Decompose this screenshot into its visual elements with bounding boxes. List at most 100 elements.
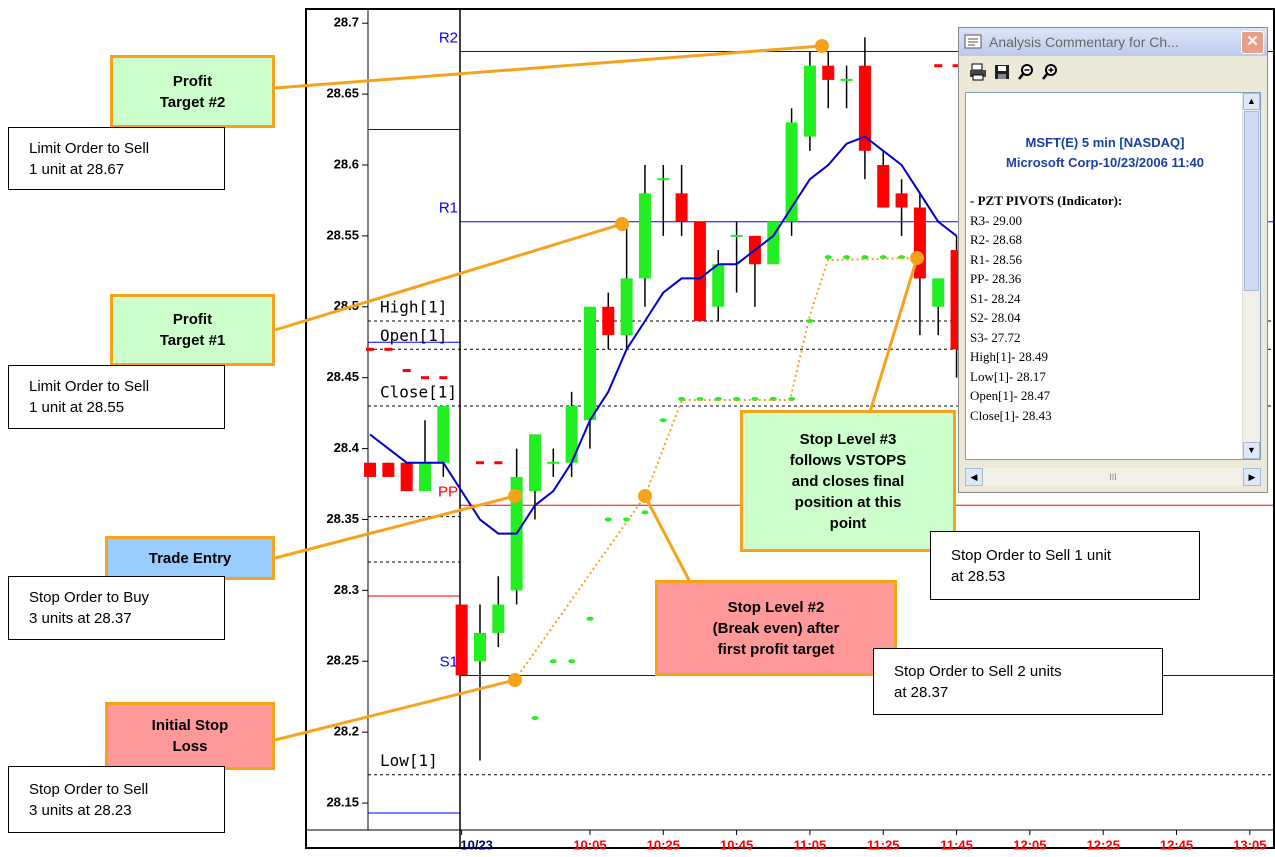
commentary-heading: MSFT(E) 5 min [NASDAQ] Microsoft Corp-10… [966,133,1244,173]
order-note: Stop Order to Sell 3 units at 28.23 [8,766,225,833]
point-marker [815,39,829,53]
vstop-dot [641,510,648,514]
pivot-line: Low[1]- 28.17 [970,367,1240,387]
window-title: Analysis Commentary for Ch... [989,34,1241,50]
pivot-line: R2- 28.68 [970,230,1240,250]
candle-body [529,434,541,491]
commentary-window: Analysis Commentary for Ch... ✕ MSFT(E) … [958,27,1268,493]
y-tick-label: 28.45 [326,369,359,384]
zoom-in-button[interactable] [1041,63,1059,81]
profit-target-1-callout: Profit Target #1 [110,294,275,366]
point-marker [615,217,629,231]
level-label: PP [438,483,458,500]
order-note: Stop Order to Sell 1 unit at 28.53 [930,531,1200,600]
y-tick-label: 28.55 [326,227,359,242]
x-tick-label: 10:05 [573,837,606,852]
order-note: Stop Order to Buy 3 units at 28.37 [8,576,225,640]
heading-line: MSFT(E) 5 min [NASDAQ] [966,133,1244,153]
candle-body [492,605,504,633]
point-marker [910,251,924,265]
pivot-line: R3- 29.00 [970,211,1240,231]
y-tick-label: 28.25 [326,653,359,668]
trade-entry-callout: Trade Entry [105,536,275,580]
level-label: Open[1] [380,326,447,345]
vstop-dot [550,659,557,663]
vertical-scrollbar[interactable]: ▲ ▼ [1242,93,1260,459]
commentary-text: MSFT(E) 5 min [NASDAQ] Microsoft Corp-10… [965,92,1261,460]
scroll-right[interactable]: ▶ [1243,468,1261,486]
candle-body [401,463,413,491]
vstop-dot [898,255,905,259]
candle-body [932,278,944,306]
save-button[interactable] [993,63,1011,81]
pivot-line: PP- 28.36 [970,269,1240,289]
vstop-dot [531,716,538,720]
print-button[interactable] [969,63,987,81]
stop-level-3-callout: Stop Level #3 follows VSTOPS and closes … [740,410,956,552]
x-tick-label: 10/23 [460,837,493,852]
x-tick-label: 12:25 [1087,837,1120,852]
candle-body [364,463,376,477]
window-icon [963,33,985,51]
vstop-dot [660,418,667,422]
scroll-thumb[interactable] [1244,111,1259,291]
order-note: Limit Order to Sell 1 unit at 28.55 [8,365,225,429]
scroll-track: III [983,468,1243,486]
pivot-line: Open[1]- 28.47 [970,386,1240,406]
stop-level-2-callout: Stop Level #2 (Break even) after first p… [655,580,897,676]
candle-body [639,193,651,278]
scroll-down[interactable]: ▼ [1243,442,1260,459]
stop-dash [494,461,502,464]
level-label: High[1] [380,297,447,316]
pivot-line: S3- 27.72 [970,328,1240,348]
point-marker [638,489,652,503]
x-tick-label: 10:25 [647,837,680,852]
scroll-left[interactable]: ◀ [965,468,983,486]
level-label: S1 [440,653,458,670]
horizontal-scrollbar[interactable]: ◀ III ▶ [965,468,1261,486]
page: R2R1PPS1High[1]Open[1]Close[1]Low[1]28.7… [0,0,1275,857]
y-tick-label: 28.35 [326,511,359,526]
pivot-line: R1- 28.56 [970,250,1240,270]
candle-body [841,79,853,81]
candle-body [621,278,633,335]
point-marker [508,673,522,687]
zoom-out-button[interactable] [1017,63,1035,81]
candle-body [712,264,724,307]
candle-body [456,605,468,676]
vstop-dot [586,617,593,621]
x-tick-label: 11:25 [867,837,900,852]
stop-dash [934,64,942,67]
candle-body [914,208,926,279]
initial-stop-callout: Initial Stop Loss [105,702,275,770]
vstop-dot [825,255,832,259]
scroll-up[interactable]: ▲ [1243,93,1260,110]
profit-target-2-callout: Profit Target #2 [110,55,275,128]
stop-dash [421,376,429,379]
pivot-line: S2- 28.04 [970,308,1240,328]
close-button[interactable]: ✕ [1241,31,1264,54]
x-tick-label: 11:05 [794,837,827,852]
level-label: Close[1] [380,383,457,402]
candle-body [896,193,908,207]
vstop-dot [843,255,850,259]
candle-body [584,307,596,420]
x-tick-label: 13:05 [1233,837,1266,852]
y-tick-label: 28.7 [334,15,359,30]
candle-body [602,307,614,335]
x-tick-label: 11:45 [940,837,973,852]
title-bar: Analysis Commentary for Ch... ✕ [959,28,1267,56]
y-tick-label: 28.3 [334,582,359,597]
x-tick-label: 10:45 [720,837,753,852]
x-tick-label: 12:05 [1013,837,1046,852]
stop-dash [403,369,411,372]
toolbar [959,56,1267,88]
y-tick-label: 28.6 [334,156,359,171]
heading-line: Microsoft Corp-10/23/2006 11:40 [966,153,1244,173]
point-marker [508,489,522,503]
level-label: R2 [439,30,458,47]
section-title: - PZT PIVOTS (Indicator): [970,191,1240,211]
order-note: Stop Order to Sell 2 units at 28.37 [873,648,1163,715]
vstop-dot [568,659,575,663]
stop-dash [384,348,392,351]
